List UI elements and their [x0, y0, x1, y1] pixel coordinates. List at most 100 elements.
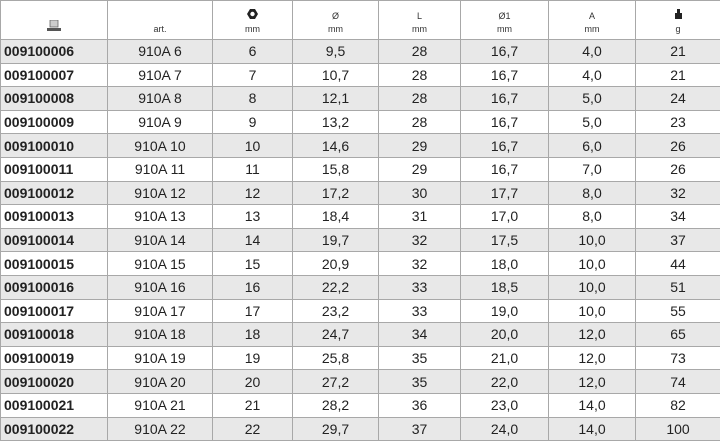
table-cell: 24,0 — [461, 417, 549, 441]
table-cell: 11 — [213, 157, 293, 181]
article-number-cell: 009100021 — [1, 393, 108, 417]
table-cell: 4,0 — [549, 40, 636, 64]
table-cell: 20,0 — [461, 323, 549, 347]
table-cell: 55 — [636, 299, 720, 323]
column-header-0 — [1, 1, 108, 40]
table-cell: 17,2 — [293, 181, 379, 205]
table-cell: 910A 20 — [108, 370, 213, 394]
table-cell: 65 — [636, 323, 720, 347]
table-cell: 9,5 — [293, 40, 379, 64]
article-number-cell: 009100008 — [1, 87, 108, 111]
table-cell: 33 — [379, 275, 461, 299]
table-cell: 24 — [636, 87, 720, 111]
table-cell: 30 — [379, 181, 461, 205]
article-number-cell: 009100010 — [1, 134, 108, 158]
table-cell: 22 — [213, 417, 293, 441]
table-cell: 24,7 — [293, 323, 379, 347]
table-cell: 910A 8 — [108, 87, 213, 111]
table-cell: 10,0 — [549, 228, 636, 252]
table-cell: 910A 22 — [108, 417, 213, 441]
table-cell: 23 — [636, 110, 720, 134]
table-cell: 910A 6 — [108, 40, 213, 64]
table-cell: 17 — [213, 299, 293, 323]
table-cell: 12,0 — [549, 346, 636, 370]
table-cell: 16,7 — [461, 63, 549, 87]
column-unit: g — [636, 23, 720, 36]
column-unit: mm — [379, 23, 460, 36]
table-cell: 910A 7 — [108, 63, 213, 87]
table-cell: 28 — [379, 63, 461, 87]
table-cell: 23,2 — [293, 299, 379, 323]
column-label: L — [379, 10, 460, 23]
table-cell: 22,2 — [293, 275, 379, 299]
table-cell: 15 — [213, 252, 293, 276]
article-number-cell: 009100012 — [1, 181, 108, 205]
table-cell: 32 — [379, 228, 461, 252]
table-cell: 26 — [636, 157, 720, 181]
table-cell: 910A 13 — [108, 205, 213, 229]
table-cell: 10 — [213, 134, 293, 158]
table-cell: 29 — [379, 157, 461, 181]
table-cell: 910A 10 — [108, 134, 213, 158]
table-cell: 16,7 — [461, 134, 549, 158]
table-cell: 910A 18 — [108, 323, 213, 347]
table-cell: 31 — [379, 205, 461, 229]
table-cell: 910A 19 — [108, 346, 213, 370]
column-unit: mm — [293, 23, 378, 36]
table-cell: 19 — [213, 346, 293, 370]
table-cell: 18,5 — [461, 275, 549, 299]
article-number-cell: 009100019 — [1, 346, 108, 370]
table-cell: 910A 17 — [108, 299, 213, 323]
table-cell: 19,0 — [461, 299, 549, 323]
table-cell: 28 — [379, 110, 461, 134]
table-cell: 21 — [213, 393, 293, 417]
table-cell: 25,8 — [293, 346, 379, 370]
table-cell: 17,5 — [461, 228, 549, 252]
table-cell: 21,0 — [461, 346, 549, 370]
column-header-1: art. — [108, 1, 213, 40]
table-cell: 29 — [379, 134, 461, 158]
column-unit: mm — [549, 23, 635, 36]
table-cell: 10,7 — [293, 63, 379, 87]
table-cell: 14,0 — [549, 417, 636, 441]
table-cell: 21 — [636, 63, 720, 87]
table-cell: 28 — [379, 87, 461, 111]
column-unit: mm — [213, 23, 292, 36]
table-cell: 26 — [636, 134, 720, 158]
table-cell: 6 — [213, 40, 293, 64]
table-cell: 12,0 — [549, 323, 636, 347]
table-cell: 910A 15 — [108, 252, 213, 276]
table-cell: 82 — [636, 393, 720, 417]
table-cell: 18,4 — [293, 205, 379, 229]
table-cell: 23,0 — [461, 393, 549, 417]
article-number-cell: 009100022 — [1, 417, 108, 441]
table-cell: 12,1 — [293, 87, 379, 111]
table-cell: 34 — [636, 205, 720, 229]
table-cell: 910A 21 — [108, 393, 213, 417]
table-cell: 22,0 — [461, 370, 549, 394]
article-number-cell: 009100011 — [1, 157, 108, 181]
column-header-7: g — [636, 1, 720, 40]
table-cell: 19,7 — [293, 228, 379, 252]
table-cell: 51 — [636, 275, 720, 299]
table-cell: 35 — [379, 346, 461, 370]
table-cell: 16,7 — [461, 110, 549, 134]
table-cell: 100 — [636, 417, 720, 441]
table-cell: 28,2 — [293, 393, 379, 417]
